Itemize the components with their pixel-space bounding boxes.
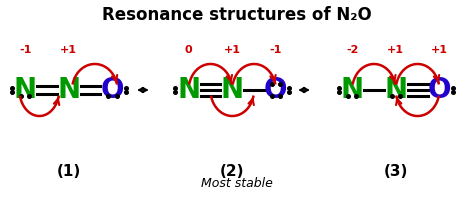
Text: Most stable: Most stable <box>201 177 273 190</box>
Text: O: O <box>100 76 124 104</box>
Text: +1: +1 <box>60 45 77 55</box>
Text: N: N <box>221 76 244 104</box>
Text: N: N <box>177 76 200 104</box>
Text: -2: -2 <box>346 45 358 55</box>
Text: +1: +1 <box>387 45 404 55</box>
Text: (3): (3) <box>383 164 408 180</box>
Text: O: O <box>428 76 451 104</box>
Text: Resonance structures of N₂O: Resonance structures of N₂O <box>102 6 372 24</box>
Text: 0: 0 <box>185 45 192 55</box>
Text: (1): (1) <box>56 164 81 180</box>
Text: N: N <box>14 76 36 104</box>
Text: -1: -1 <box>19 45 31 55</box>
Text: +1: +1 <box>431 45 448 55</box>
Text: N: N <box>341 76 364 104</box>
Text: -1: -1 <box>270 45 282 55</box>
Text: (2): (2) <box>220 164 245 180</box>
Text: O: O <box>264 76 288 104</box>
Text: N: N <box>384 76 407 104</box>
Text: N: N <box>57 76 80 104</box>
Text: +1: +1 <box>224 45 241 55</box>
